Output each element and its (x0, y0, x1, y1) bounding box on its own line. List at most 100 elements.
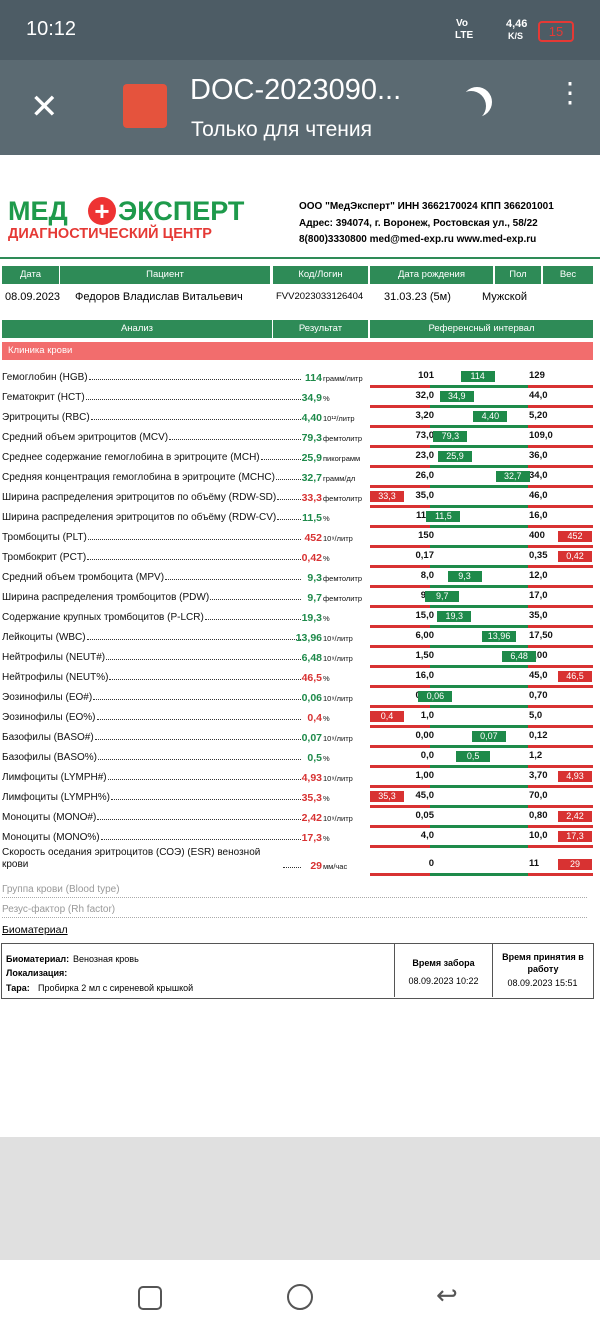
leader (107, 779, 301, 780)
range-bar-low (370, 725, 430, 728)
section-header: Клиника крови (2, 342, 593, 360)
leader (100, 839, 301, 840)
menu-button[interactable]: ⋮ (556, 77, 584, 108)
range-bar-low (370, 385, 430, 388)
battery: 15 (538, 21, 574, 42)
test-name: Эозинофилы (EO%) (2, 712, 96, 723)
name-cell: Содержание крупных тромбоцитов (P-LCR) (2, 608, 302, 623)
night-mode-button[interactable] (462, 87, 492, 117)
range-bar-normal (430, 685, 528, 688)
leader (87, 539, 301, 540)
company-line: 8(800)3330800 med@med-exp.ru www.med-exp… (299, 234, 537, 245)
test-name: Базофилы (BASO%) (2, 752, 97, 763)
result-badge: 46,5 (558, 671, 592, 682)
range-bar-low (370, 525, 430, 528)
name-cell: Нейтрофилы (NEUT%) (2, 668, 302, 683)
result-row: Тромбоциты (PLT) 452 10⁹/литр 150 400 452 (0, 528, 600, 548)
result-unit: 10⁹/литр (323, 814, 353, 823)
back-button[interactable]: ↩ (436, 1280, 458, 1310)
result-unit: % (323, 554, 330, 563)
result-row: Гемоглобин (HGB) 114 грамм/литр 101 129 114 (0, 368, 600, 388)
name-cell: Среднее содержание гемоглобина в эритроц… (2, 448, 302, 463)
biomaterial-box (1, 943, 594, 999)
test-name: Гемоглобин (HGB) (2, 372, 88, 383)
patient-header: Дата рождения (370, 266, 493, 284)
range-bar-high (528, 605, 593, 608)
range-high: 16,0 (529, 510, 548, 521)
result-unit: 10¹²/литр (323, 414, 355, 423)
box-divider (492, 943, 493, 997)
range-high: 5,20 (529, 410, 548, 421)
range-bar-normal (430, 825, 528, 828)
result-value: 29 (310, 860, 322, 872)
range-low: 150 (418, 530, 434, 541)
close-button[interactable]: ✕ (30, 88, 59, 126)
leader (93, 699, 301, 700)
recents-button[interactable] (138, 1286, 162, 1310)
pdf-icon (123, 84, 167, 128)
range-high: 129 (529, 370, 545, 381)
range-high: 17,0 (529, 590, 548, 601)
range-bar-normal (430, 445, 528, 448)
range-low: 35,0 (415, 490, 435, 501)
range-high: 35,0 (529, 610, 548, 621)
range-bar-high (528, 585, 593, 588)
range-high: 10,0 (529, 830, 548, 841)
range-high: 17,50 (529, 630, 553, 641)
range-bar-high (528, 725, 593, 728)
result-unit: % (323, 714, 330, 723)
result-badge: 114 (460, 371, 495, 382)
result-row: Средний объем эритроцитов (MCV) 79,3 фемто… (0, 428, 600, 448)
result-value: 0,07 (301, 732, 322, 744)
range-high: 44,0 (529, 390, 548, 401)
home-button[interactable] (287, 1284, 313, 1310)
range-bar-low (370, 505, 430, 508)
result-row: Лейкоциты (WBC) 13,96 10⁹/литр 6,00 17,50 13,… (0, 628, 600, 648)
result-value: 9,7 (307, 592, 322, 604)
result-value: 0,42 (301, 552, 322, 564)
empty-row: Резус-фактор (Rh factor) (2, 904, 587, 918)
range-low: 0,05 (415, 810, 435, 821)
range-bar-normal (430, 405, 528, 408)
test-name: Гематокрит (HCT) (2, 392, 85, 403)
range-bar-high (528, 405, 593, 408)
result-unit: грамм/литр (323, 374, 363, 383)
range-bar-normal (430, 745, 528, 748)
result-row: Скорость оседания эритроцитов (СОЭ) (ESR… (0, 848, 600, 876)
range-high: 5,0 (529, 710, 543, 721)
range-bar-normal (430, 645, 528, 648)
result-badge: 0,5 (456, 751, 491, 762)
range-low: 45,0 (415, 790, 435, 801)
divider (0, 257, 600, 259)
test-name: Нейтрофилы (NEUT%) (2, 672, 109, 683)
result-row: Лимфоциты (LYMPH#) 4,93 10⁹/литр 1,00 3,70 4,… (0, 768, 600, 788)
range-high: 1,2 (529, 750, 543, 761)
range-low: 0,17 (415, 550, 435, 561)
result-value: 32,7 (301, 472, 322, 484)
result-row: Базофилы (BASO%) 0,5% 0,0 1,2 0,5 (0, 748, 600, 768)
range-high: 7,00 (529, 650, 548, 661)
name-cell: Эритроциты (RBC) (2, 408, 302, 423)
result-badge: 452 (558, 531, 592, 542)
test-name: Содержание крупных тромбоцитов (P-LCR) (2, 612, 204, 623)
result-row: Тромбокрит (PCT) 0,42% 0,17 0,35 0,42 (0, 548, 600, 568)
result-unit: 10⁹/литр (323, 774, 353, 783)
result-row: Нейтрофилы (NEUT#) 6,48 10⁹/литр 1,50 7,00 6,… (0, 648, 600, 668)
range-bar-normal (430, 625, 528, 628)
empty-row: Группа крови (Blood type) (2, 884, 587, 898)
range-bar-normal (430, 785, 528, 788)
result-value: 0,4 (307, 712, 322, 724)
result-badge: 9,3 (447, 571, 482, 582)
name-cell: Тромбоциты (PLT) (2, 528, 302, 543)
test-name: Средний объем тромбоцита (MPV) (2, 572, 165, 583)
result-badge: 32,7 (495, 471, 530, 482)
leader (88, 379, 301, 380)
leader (260, 459, 301, 460)
patient-value: 31.03.23 (5м) (384, 291, 451, 303)
patient-value: FVV2023033126404 (276, 291, 364, 302)
result-value: 9,3 (307, 572, 322, 584)
range-bar-normal (430, 585, 528, 588)
result-unit: фемтолитр (323, 434, 363, 443)
leader (98, 759, 301, 760)
